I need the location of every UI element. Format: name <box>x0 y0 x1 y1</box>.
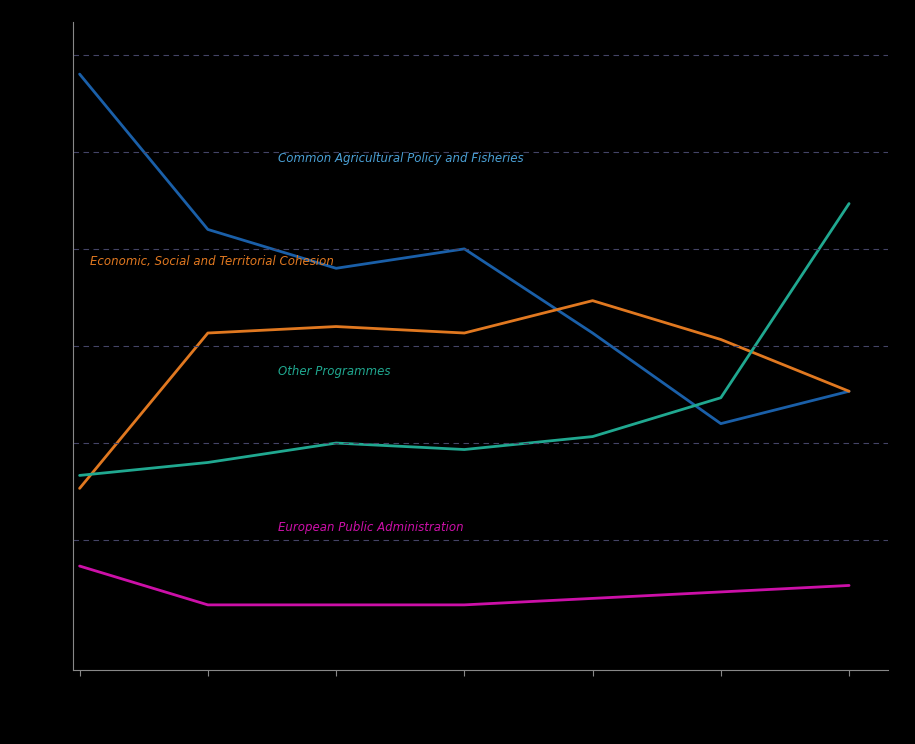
Text: Common Agricultural Policy and Fisheries: Common Agricultural Policy and Fisheries <box>278 152 524 164</box>
Text: Economic, Social and Territorial Cohesion: Economic, Social and Territorial Cohesio… <box>90 255 334 269</box>
Text: European Public Administration: European Public Administration <box>278 521 464 533</box>
Text: Other Programmes: Other Programmes <box>278 365 391 379</box>
